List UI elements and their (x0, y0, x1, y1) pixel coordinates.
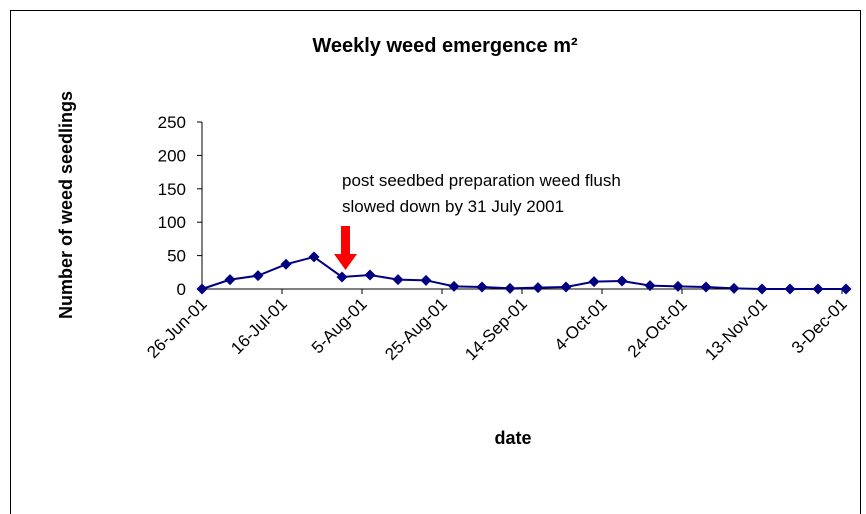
data-point (672, 280, 684, 292)
data-point (728, 282, 740, 294)
data-point (364, 269, 376, 281)
data-point (196, 283, 208, 295)
annotation: post seedbed preparation weed flush (342, 171, 621, 190)
data-point (644, 280, 656, 292)
y-axis-label: Number of weed seedlings (56, 91, 76, 319)
data-point (308, 251, 320, 263)
data-point (588, 276, 600, 288)
data-point (532, 282, 544, 294)
data-point (392, 274, 404, 286)
chart-title: Weekly weed emergence m² (312, 35, 578, 57)
y-tick-label: 100 (158, 213, 186, 232)
y-tick-label: 150 (158, 180, 186, 199)
data-point (252, 270, 264, 282)
data-point (224, 274, 236, 286)
data-point (476, 281, 488, 293)
data-point (560, 281, 572, 293)
data-point (420, 274, 432, 286)
data-point (812, 283, 824, 295)
data-point (448, 280, 460, 292)
data-point (336, 271, 348, 283)
y-tick-label: 250 (158, 113, 186, 132)
arrow (334, 226, 357, 270)
data-point (280, 258, 292, 270)
y-tick-label: 200 (158, 146, 186, 165)
chart-frame (10, 10, 861, 514)
data-point (840, 283, 852, 295)
y-tick-label: 50 (167, 247, 186, 266)
annotation: slowed down by 31 July 2001 (342, 197, 564, 216)
x-axis-label: date (494, 428, 531, 448)
data-point (784, 283, 796, 295)
data-point (616, 275, 628, 287)
data-point (756, 283, 768, 295)
data-point (700, 281, 712, 293)
y-tick-label: 0 (177, 280, 186, 299)
data-point (504, 282, 516, 294)
